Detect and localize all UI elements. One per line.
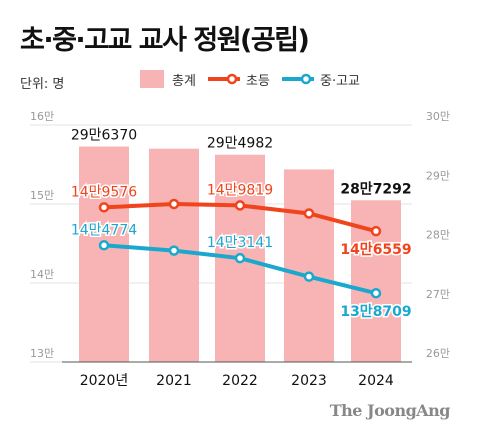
data-point [303,208,315,219]
data-point [234,200,246,211]
legend-total-label: 총계 [172,74,196,89]
x-tick-label: 2020년 [80,373,129,389]
legend-secondary-label: 중·고교 [320,74,361,89]
bar-value-label: 29만4982 [207,136,273,152]
x-tick-label: 2023 [291,373,327,389]
data-point [168,198,180,210]
line-value-label: 14만6559 [340,242,411,258]
legend-secondary-swatch [282,73,314,85]
left-tick-label: 13만 [30,347,54,360]
unit-label: 단위: 명 [20,77,65,92]
data-point [370,225,382,237]
legend-total-swatch [140,70,164,88]
chart-title: 초·중·고교 교사 정원(공립) [20,25,310,56]
x-tick-label: 2024 [358,373,394,389]
legend-elementary-label: 초등 [246,74,270,89]
x-tick-label: 2021 [156,373,192,389]
bar [79,146,129,362]
data-point [168,245,180,256]
right-tick-label: 28만 [426,229,450,242]
data-point [234,252,246,264]
line-value-label: 14만9576 [71,184,137,200]
line-value-label: 14만9819 [207,182,273,198]
data-point [98,202,110,213]
bar [284,169,334,362]
left-tick-label: 14만 [30,268,54,281]
data-point [303,271,315,282]
left-tick-label: 16만 [30,110,54,123]
line-value-label: 14만3141 [207,235,273,251]
brand-logo: The JoongAng [329,401,451,420]
right-tick-label: 27만 [426,288,450,301]
line-value-label: 14만4774 [71,222,137,238]
left-tick-label: 15만 [30,189,54,202]
x-tick-label: 2022 [222,373,258,389]
data-point [370,287,382,299]
right-tick-label: 29만 [426,169,450,182]
line-value-label: 13만8709 [340,304,411,320]
right-tick-label: 26만 [426,347,450,360]
bar-value-label: 28만7292 [340,181,411,197]
data-point [98,240,110,251]
legend-elementary-swatch [208,73,240,85]
right-tick-label: 30만 [426,110,450,123]
bar-value-label: 29만6370 [71,128,137,144]
